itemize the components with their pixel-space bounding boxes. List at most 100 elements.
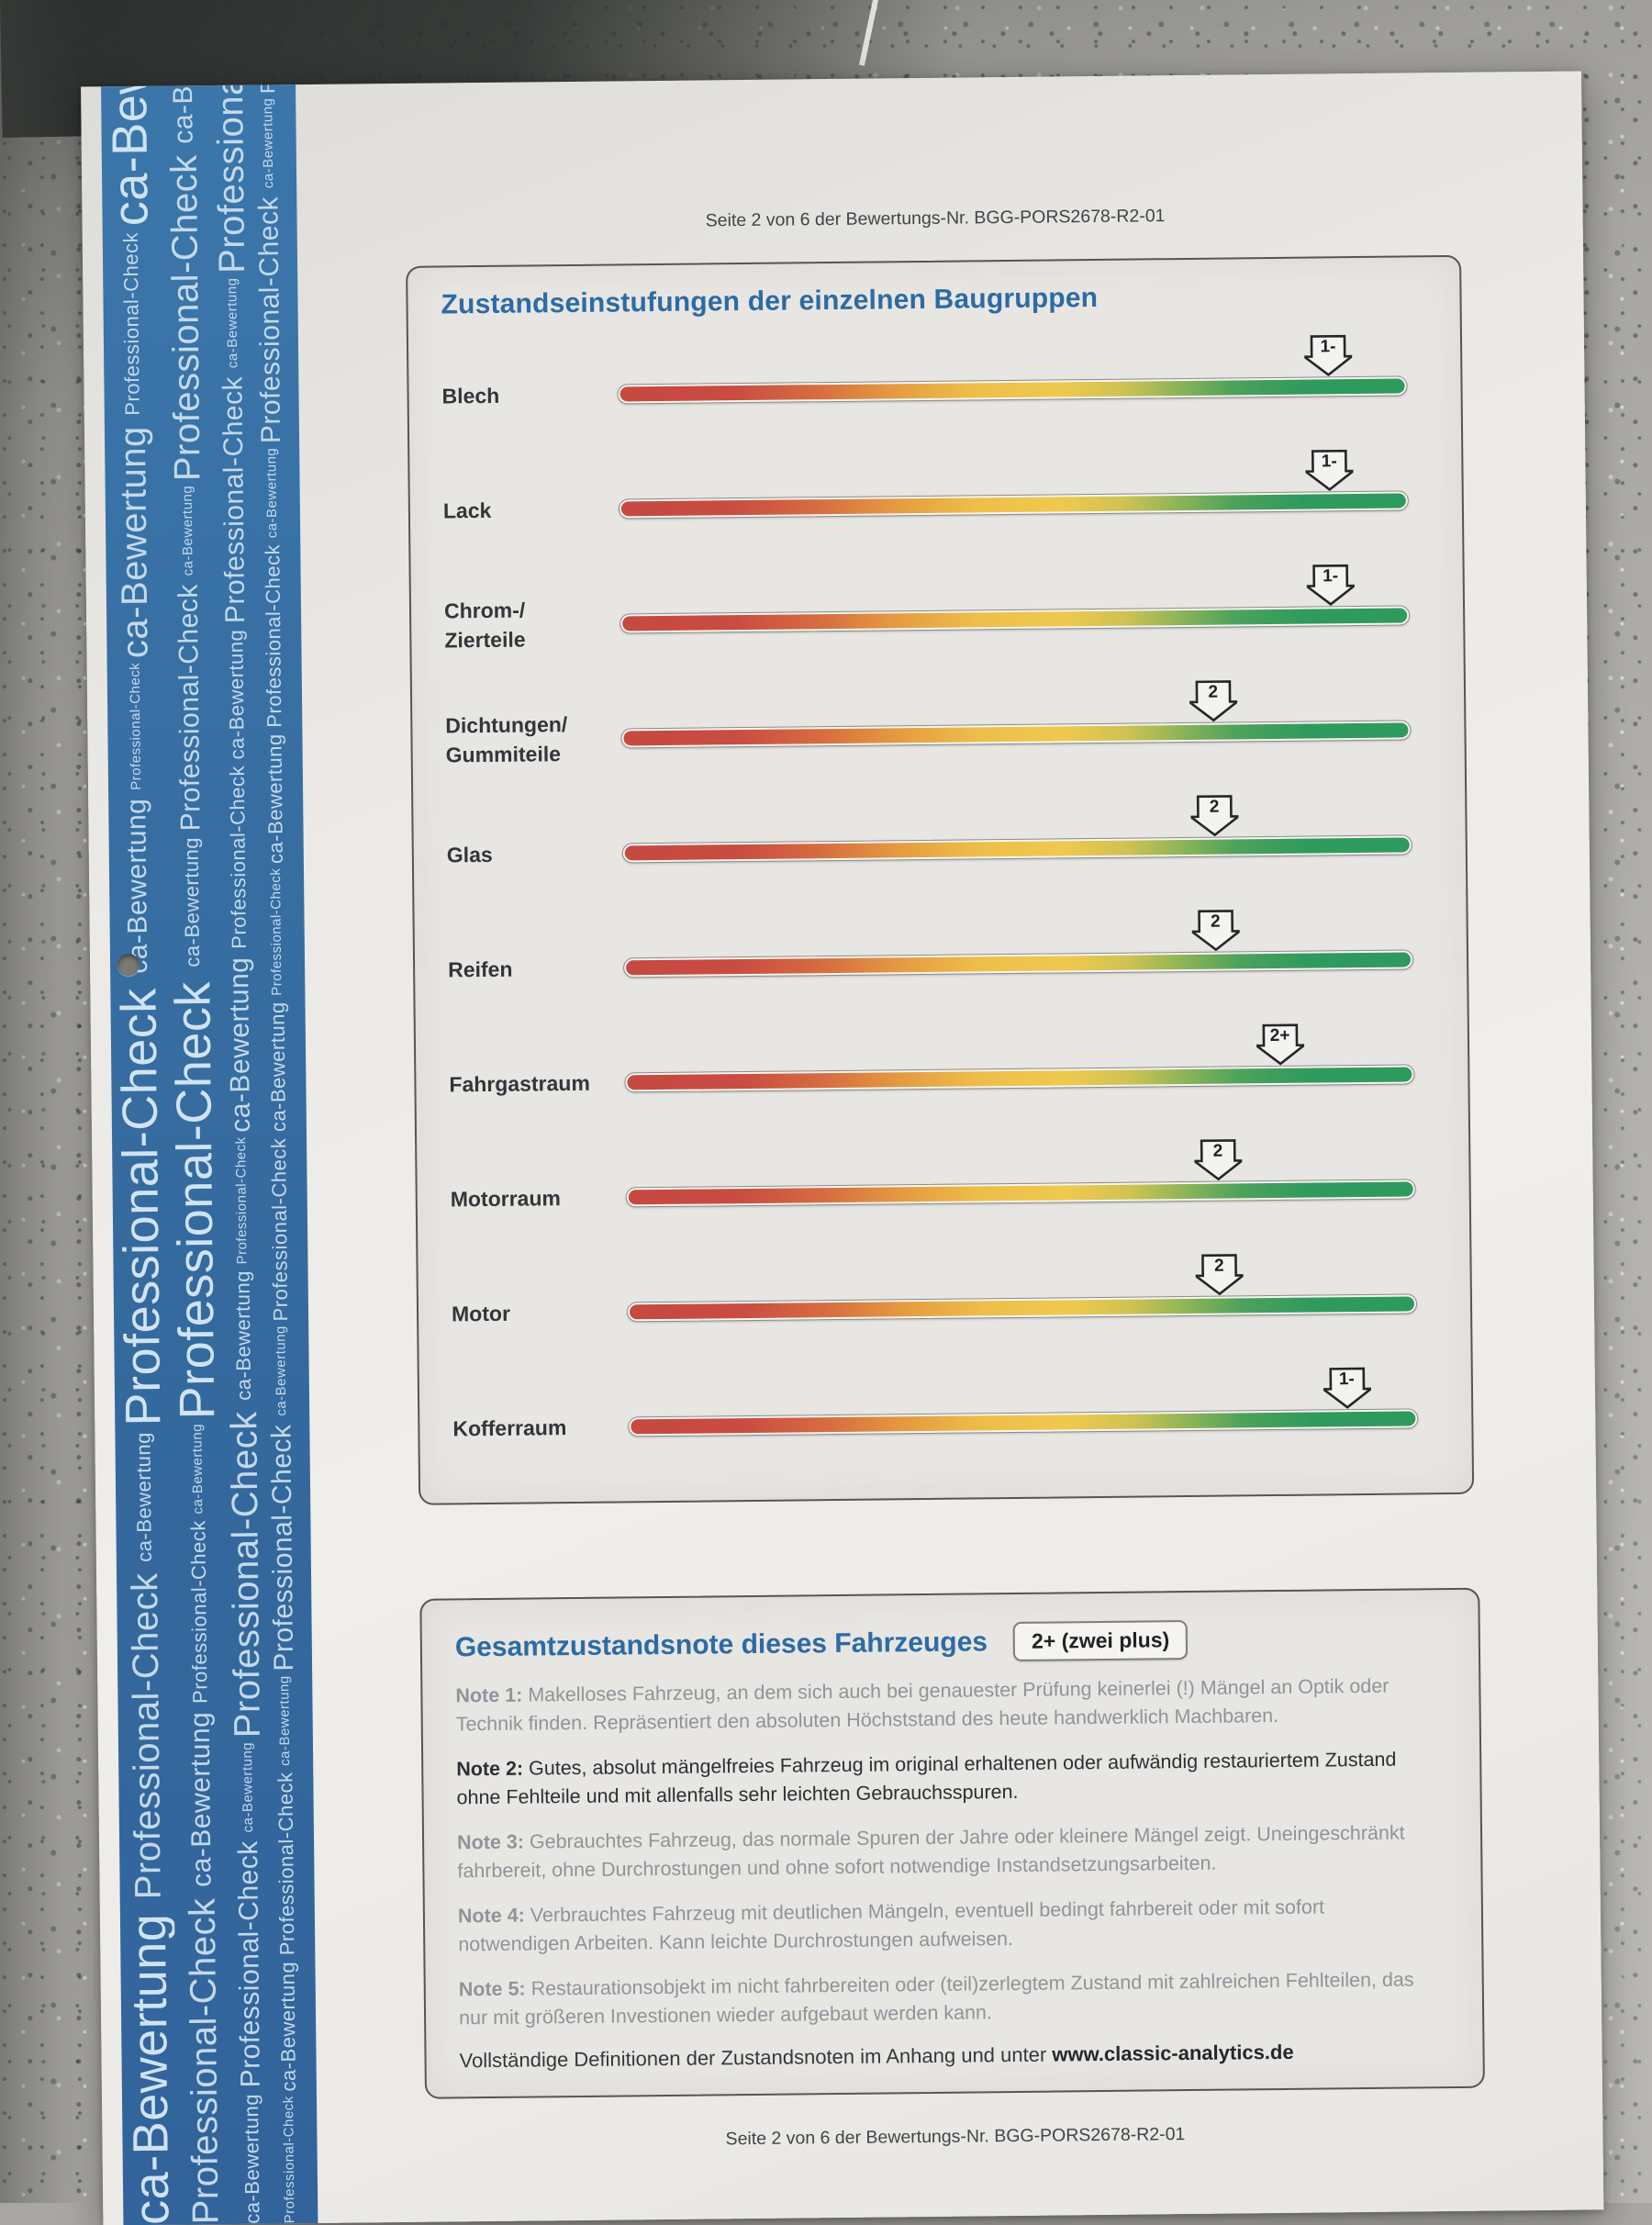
assembly-label: Chrom-/ Zierteile bbox=[443, 598, 526, 653]
overall-grade-badge: 2+ (zwei plus) bbox=[1012, 1620, 1189, 1662]
punch-hole bbox=[117, 953, 140, 977]
rating-gradient-bar bbox=[627, 1067, 1412, 1090]
rating-gradient-bar bbox=[626, 952, 1412, 976]
strip-word: Professional-Check bbox=[253, 188, 287, 444]
rating-value: 2 bbox=[1212, 1141, 1223, 1161]
note-text: Restaurationsobjekt im nicht fahrbereite… bbox=[458, 1968, 1414, 2029]
strip-word: Professional-Check bbox=[233, 1132, 251, 1265]
condition-row: Blech 1- bbox=[408, 321, 1461, 461]
condition-row: Motorraum 2 bbox=[417, 1124, 1469, 1264]
down-arrow-marker-icon bbox=[1189, 795, 1239, 837]
note-label: Note 2: bbox=[456, 1757, 524, 1781]
condition-ratings-panel: Zustandseinstufungen der einzelnen Baugr… bbox=[406, 254, 1475, 1505]
assembly-label: Fahrgastraum bbox=[449, 1070, 590, 1097]
rating-value: 1- bbox=[1338, 1370, 1355, 1390]
rating-bar-zone: 2+ bbox=[624, 1010, 1415, 1146]
grade-note: Note 4: Verbrauchtes Fahrzeug mit deutli… bbox=[458, 1892, 1441, 1958]
assembly-label: Kofferraum bbox=[452, 1415, 567, 1441]
rating-value: 2 bbox=[1210, 911, 1221, 932]
rating-value: 1- bbox=[1321, 452, 1337, 472]
strip-word: Professional-Check bbox=[267, 863, 285, 996]
strip-word: ca-Bewertung bbox=[273, 1321, 290, 1416]
condition-row: Chrom-/ Zierteile 1- bbox=[410, 551, 1463, 690]
grade-note: Note 5: Restaurationsobjekt im nicht fah… bbox=[459, 1965, 1442, 2031]
page-footer: Seite 2 von 6 der Bewertungs-Nr. BGG-POR… bbox=[725, 2124, 1186, 2150]
grade-notes-list: Note 1: Makelloses Fahrzeug, an dem sich… bbox=[422, 1668, 1482, 2074]
note-text: Gutes, absolut mängelfreies Fahrzeug im … bbox=[456, 1748, 1397, 1808]
strip-word: ca-Bewertung bbox=[262, 727, 287, 865]
strip-word: Professional-Check bbox=[273, 1765, 299, 1956]
rating-bar-case bbox=[623, 949, 1414, 978]
page-header: Seite 2 von 6 der Bewertungs-Nr. BGG-POR… bbox=[705, 206, 1166, 231]
rating-marker: 2+ bbox=[1256, 1023, 1304, 1067]
strip-word: Professional-Check bbox=[266, 1415, 300, 1672]
strip-word: Professional-Check bbox=[182, 1886, 227, 2225]
rating-bar-case bbox=[621, 834, 1412, 864]
rating-marker: 2 bbox=[1195, 1253, 1244, 1296]
strip-word: ca-Bewertung bbox=[167, 85, 199, 144]
strip-word: Professional-Check bbox=[163, 143, 208, 482]
strip-word: Professional-Check bbox=[212, 84, 253, 274]
rating-marker: 2 bbox=[1189, 679, 1238, 722]
condition-rows: Blech 1- Lack 1- C bbox=[407, 257, 1472, 1504]
down-arrow-marker-icon bbox=[1191, 910, 1240, 952]
rating-bar-zone: 2 bbox=[622, 895, 1414, 1032]
footnote-text: Vollständige Definitionen der Zustandsno… bbox=[459, 2042, 1053, 2073]
rating-bar-zone: 1- bbox=[618, 436, 1409, 573]
grade-note: Note 2: Gutes, absolut mängelfreies Fahr… bbox=[456, 1745, 1439, 1811]
rating-marker: 1- bbox=[1323, 1367, 1371, 1410]
strip-word: ca-Bewertung bbox=[121, 789, 154, 974]
strip-word: ca-Bewertung bbox=[263, 443, 281, 539]
rating-gradient-bar bbox=[628, 1181, 1413, 1205]
rating-bar-case bbox=[625, 1179, 1416, 1208]
condition-row: Motor 2 bbox=[418, 1239, 1470, 1379]
strip-word: ca-Bewertung bbox=[276, 1671, 294, 1766]
strip-word: Professional-Check bbox=[186, 1514, 212, 1705]
grade-panel-title: Gesamtzustandsnote dieses Fahrzeuges bbox=[454, 1626, 988, 1662]
classic-analytics-link: www.classic-analytics.de bbox=[1052, 2040, 1294, 2066]
down-arrow-marker-icon bbox=[1305, 449, 1354, 491]
grade-note: Note 3: Gebrauchtes Fahrzeug, das normal… bbox=[457, 1818, 1440, 1884]
strip-word: Professional-Check bbox=[226, 759, 251, 949]
condition-row: Kofferraum 1- bbox=[419, 1354, 1472, 1493]
strip-word: Professional-Check bbox=[224, 1400, 269, 1739]
assembly-label: Blech bbox=[441, 383, 500, 408]
strip-word: ca-Bewertung bbox=[240, 2087, 264, 2224]
rating-bar-case bbox=[618, 490, 1409, 520]
condition-row: Lack 1- bbox=[409, 436, 1462, 576]
rating-marker: 1- bbox=[1303, 334, 1353, 377]
rating-bar-zone: 1- bbox=[628, 1354, 1419, 1491]
strip-word: Professional-Check bbox=[127, 658, 145, 790]
rating-bar-case bbox=[626, 1293, 1418, 1323]
strip-word: ca-Bewertung bbox=[275, 1955, 300, 2092]
strip-word: Professional-Check bbox=[173, 576, 206, 832]
rating-gradient-bar bbox=[620, 378, 1405, 402]
note-label: Note 1: bbox=[455, 1683, 523, 1707]
report-page: ca-Bewertung Professional-Check ca-Bewer… bbox=[81, 71, 1604, 2225]
overall-grade-panel: Gesamtzustandsnote dieses Fahrzeuges 2+ … bbox=[419, 1587, 1485, 2099]
down-arrow-marker-icon bbox=[1256, 1023, 1304, 1066]
strip-word: ca-Bewertung bbox=[224, 622, 250, 760]
down-arrow-marker-icon bbox=[1303, 334, 1353, 376]
strip-word: Professional-Check bbox=[124, 1561, 169, 1900]
grade-note: Note 1: Makelloses Fahrzeug, an dem sich… bbox=[455, 1672, 1438, 1738]
rating-marker: 2 bbox=[1189, 794, 1239, 837]
assembly-label: Lack bbox=[442, 498, 492, 523]
strip-word: ca-Bewertung bbox=[240, 1738, 257, 1833]
strip-word: Professional-Check bbox=[280, 2091, 298, 2224]
rating-bar-zone: 2 bbox=[620, 665, 1412, 802]
strip-word: ca-Bewertung bbox=[179, 481, 196, 576]
strip-word: ca-Bewertung bbox=[189, 1419, 206, 1515]
definitions-footnote: Vollständige Definitionen der Zustandsno… bbox=[459, 2039, 1449, 2073]
down-arrow-marker-icon bbox=[1306, 564, 1355, 606]
rating-marker: 1- bbox=[1305, 449, 1354, 492]
strip-word: Professional-Check bbox=[118, 226, 144, 416]
rating-bar-zone: 2 bbox=[625, 1124, 1416, 1261]
rating-bar-case bbox=[628, 1408, 1419, 1437]
rating-value: 2 bbox=[1208, 682, 1219, 702]
strip-word: ca-Bewertung bbox=[230, 1264, 256, 1401]
note-text: Makelloses Fahrzeug, an dem sich auch be… bbox=[455, 1674, 1390, 1735]
rating-gradient-bar bbox=[620, 493, 1406, 517]
assembly-label: Motor bbox=[451, 1301, 511, 1326]
assembly-label: Dichtungen/ Gummiteile bbox=[445, 711, 568, 767]
